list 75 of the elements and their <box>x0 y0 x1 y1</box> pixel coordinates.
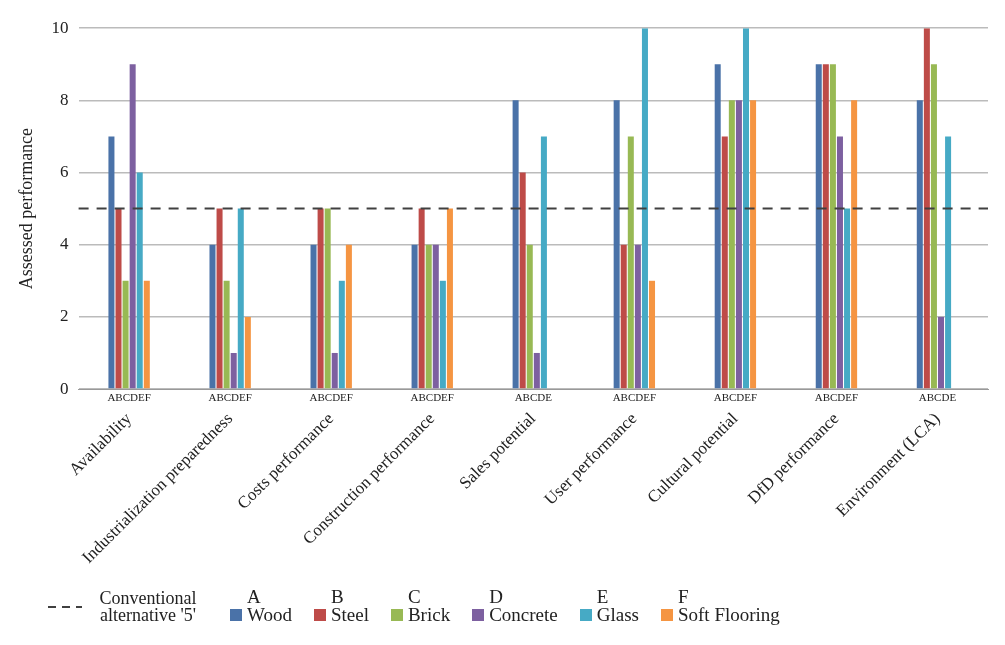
bar <box>115 208 122 389</box>
legend-label: B Steel <box>330 586 369 625</box>
bar <box>418 208 425 389</box>
bar <box>432 244 439 389</box>
bar <box>540 136 547 389</box>
bar <box>533 352 540 389</box>
bar <box>439 280 446 389</box>
bar <box>634 244 641 389</box>
y-tick-label: 4 <box>60 234 70 254</box>
bar <box>938 316 945 389</box>
y-tick-label: 2 <box>60 306 69 326</box>
legend-label: C Brick <box>407 586 451 625</box>
text: ABCDEF <box>107 391 151 404</box>
bar <box>129 64 136 389</box>
bar <box>620 244 627 389</box>
y-tick-label: 6 <box>60 162 69 182</box>
bar <box>714 64 721 389</box>
legend-label: Conventional alternative '5' <box>98 588 198 625</box>
bar <box>519 172 526 389</box>
bar <box>829 64 836 389</box>
bar <box>425 244 432 389</box>
text: ABCDEF <box>410 391 454 404</box>
bar <box>310 244 317 389</box>
bar <box>230 352 237 389</box>
bar <box>446 208 453 389</box>
text: ABCDEF <box>814 391 859 404</box>
text: ABCDEF <box>208 391 252 404</box>
legend-label: D Concrete <box>489 586 558 625</box>
bar <box>641 28 648 389</box>
bar <box>750 100 757 389</box>
bar <box>223 280 230 389</box>
text: ABCDEF <box>612 391 657 404</box>
bar <box>923 28 930 389</box>
bar <box>844 208 851 389</box>
bar <box>649 280 656 389</box>
bar <box>317 208 324 389</box>
bar <box>209 244 216 389</box>
bar <box>345 244 352 389</box>
bar <box>143 280 150 389</box>
text: ABCDE <box>514 391 553 404</box>
text: ABCDEF <box>713 391 758 404</box>
y-tick-label: 0 <box>60 378 69 398</box>
text: ABCDEF <box>309 391 353 404</box>
bar <box>721 136 728 389</box>
y-axis-title: Assessed performance <box>15 127 36 290</box>
bar <box>331 352 338 389</box>
bar <box>836 136 843 389</box>
bar <box>851 100 858 389</box>
bar <box>122 280 129 389</box>
y-tick-label: 10 <box>51 17 69 37</box>
bar <box>815 64 822 389</box>
bar <box>916 100 923 389</box>
bar <box>411 244 418 389</box>
bar <box>244 316 251 389</box>
text: ABCDE <box>918 391 957 404</box>
bar <box>735 100 742 389</box>
bar <box>136 172 143 389</box>
bar <box>338 280 345 389</box>
legend-label: E Glass <box>596 586 639 625</box>
bar <box>742 28 750 389</box>
bar <box>822 64 829 389</box>
bar <box>108 136 115 389</box>
legend-label: A Wood <box>247 586 292 625</box>
bar <box>627 136 634 389</box>
bar <box>324 208 331 389</box>
bar <box>512 100 519 389</box>
bar <box>216 208 223 389</box>
bar <box>945 136 952 389</box>
bar <box>237 208 244 389</box>
bar <box>930 64 937 389</box>
legend-label: F Soft Flooring <box>677 586 780 625</box>
bar <box>613 100 620 389</box>
y-tick-label: 8 <box>60 89 69 109</box>
bar <box>728 100 735 389</box>
bar <box>526 244 533 389</box>
